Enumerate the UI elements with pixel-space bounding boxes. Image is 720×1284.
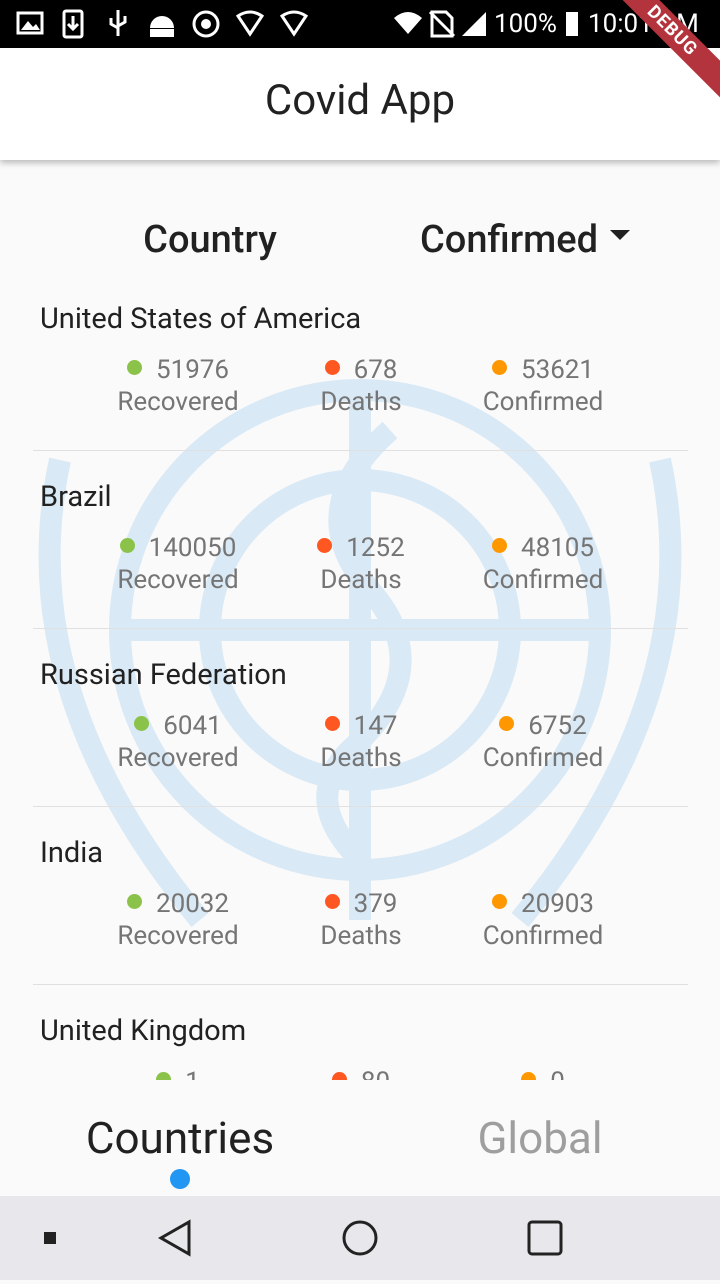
stat-value-line: 53621 — [433, 354, 653, 386]
stat-label: Confirmed — [482, 387, 604, 417]
stat-value: 379 — [353, 889, 398, 919]
stat-value: 147 — [353, 711, 398, 741]
country-name[interactable]: India — [40, 836, 104, 870]
stat-value: 6752 — [528, 711, 587, 741]
stat-value-line: 48105 — [433, 532, 653, 564]
stat-label: Deaths — [320, 565, 402, 595]
stat-value-line: 147 — [251, 710, 471, 742]
stat-cell: 51976 Recovered — [68, 354, 288, 418]
sort-arrow — [610, 230, 631, 240]
stat-value-line: 379 — [251, 888, 471, 920]
stat-value: 140050 — [148, 533, 237, 563]
stat-cell: 678 Deaths — [251, 354, 471, 418]
stat-cell: 20032 Recovered — [68, 888, 288, 952]
stat-label: Confirmed — [482, 921, 604, 951]
stat-label: Recovered — [117, 921, 239, 951]
stat-value-line: 20032 — [68, 888, 288, 920]
country-list: Country Confirmed United States of Ameri… — [0, 160, 720, 1080]
stat-cell: 6752 Confirmed — [433, 710, 653, 774]
stat-cell: 48105 Confirmed — [433, 532, 653, 596]
app-title: Covid App — [264, 76, 456, 125]
stat-cell: 6041 Recovered — [68, 710, 288, 774]
status-dot — [324, 894, 340, 909]
header-country[interactable]: Country — [143, 218, 277, 262]
stat-value: 20032 — [155, 889, 230, 919]
status-dot — [491, 894, 507, 909]
stat-label: Recovered — [117, 565, 239, 595]
stat-value: 51976 — [155, 355, 230, 385]
status-dot — [324, 716, 340, 731]
tab[interactable]: Global — [477, 1112, 603, 1164]
stat-value-line: 1252 — [251, 532, 471, 564]
header-sort[interactable]: Confirmed — [420, 218, 646, 262]
stat-value: 678 — [353, 355, 398, 385]
stat-label: Deaths — [320, 743, 402, 773]
stat-value-line: 0 — [433, 1066, 653, 1080]
status-dot — [126, 894, 142, 909]
status-dot — [521, 1072, 537, 1080]
status-bar: 100% 10:01 AM — [0, 0, 720, 48]
bottom-tabs: Countries Global — [0, 1080, 720, 1196]
nav-bar — [0, 1196, 720, 1280]
stat-value-line: 51976 — [68, 354, 288, 386]
stat-value: 48105 — [520, 533, 595, 563]
country-name[interactable]: United States of America — [40, 302, 362, 336]
divider — [33, 806, 688, 807]
status-dot — [119, 538, 135, 553]
status-dot — [491, 360, 507, 375]
tab-indicator — [170, 1169, 190, 1189]
stat-value-line: 20903 — [433, 888, 653, 920]
country-name[interactable]: United Kingdom — [40, 1014, 247, 1048]
stat-cell: 80Deaths — [251, 1066, 471, 1080]
nav-buttons — [44, 1219, 563, 1257]
status-dot — [317, 538, 333, 553]
tab[interactable]: Countries — [85, 1112, 275, 1164]
stat-value: 20903 — [520, 889, 595, 919]
stat-value: 6041 — [163, 711, 222, 741]
stat-cell: 20903 Confirmed — [433, 888, 653, 952]
who-emblem-watermark — [38, 379, 682, 928]
stat-value: 80 — [361, 1067, 390, 1080]
battery-text: 100% — [494, 9, 557, 39]
stat-value-line: 6752 — [433, 710, 653, 742]
status-dot — [499, 716, 515, 731]
stat-value-line: 678 — [251, 354, 471, 386]
stat-value-line: 140050 — [68, 532, 288, 564]
stat-cell: 140050 Recovered — [68, 532, 288, 596]
stat-cell: 53621 Confirmed — [433, 354, 653, 418]
stat-label: Deaths — [320, 387, 402, 417]
stat-label: Recovered — [117, 743, 239, 773]
stat-value: 0 — [550, 1067, 565, 1080]
stat-cell: 379 Deaths — [251, 888, 471, 952]
status-icons — [16, 9, 578, 39]
divider — [33, 628, 688, 629]
divider — [33, 984, 688, 985]
status-dot — [134, 716, 150, 731]
stat-value-line: 6041 — [68, 710, 288, 742]
app-bar: Covid App — [0, 48, 720, 160]
stat-value-line: 1 — [68, 1066, 288, 1080]
stat-cell: 147 Deaths — [251, 710, 471, 774]
status-dot — [331, 1072, 347, 1080]
stat-label: Confirmed — [482, 565, 604, 595]
stat-value: 1252 — [346, 533, 405, 563]
status-dot — [156, 1072, 172, 1080]
stat-cell: 1252 Deaths — [251, 532, 471, 596]
divider — [33, 450, 688, 451]
stat-label: Confirmed — [482, 743, 604, 773]
status-dot — [491, 538, 507, 553]
stat-label: Recovered — [117, 387, 239, 417]
status-dot — [324, 360, 340, 375]
status-dot — [126, 360, 142, 375]
stat-value: 53621 — [520, 355, 595, 385]
country-name[interactable]: Brazil — [40, 480, 112, 514]
country-name[interactable]: Russian Federation — [40, 658, 287, 692]
stat-cell: 0Confirmed — [433, 1066, 653, 1080]
stat-label: Deaths — [320, 921, 402, 951]
stat-value-line: 80 — [251, 1066, 471, 1080]
stat-value: 1 — [185, 1067, 200, 1080]
header-sort-label: Confirmed — [420, 218, 599, 262]
